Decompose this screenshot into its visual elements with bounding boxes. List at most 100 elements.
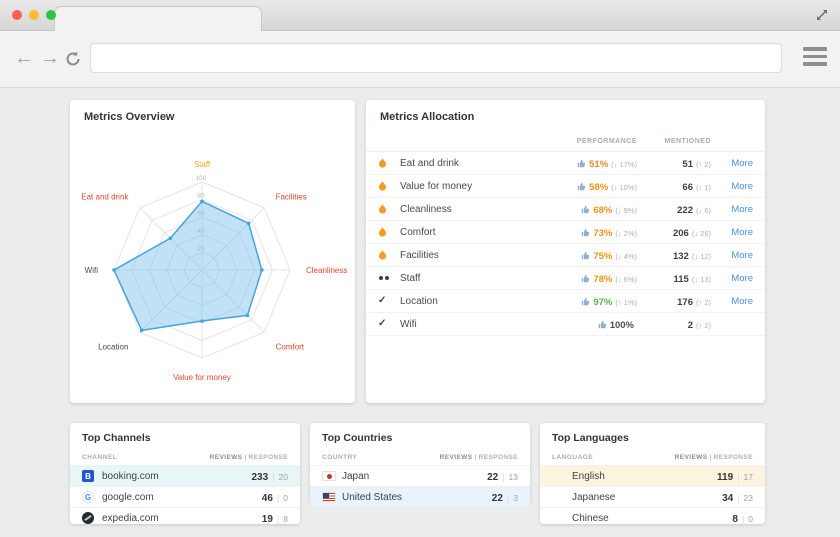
table-header: PERFORMANCE MENTIONED bbox=[366, 131, 765, 152]
traffic-lights bbox=[12, 10, 56, 20]
menu-bar bbox=[803, 54, 827, 58]
performance-cell: 78% (↓ 6%) bbox=[511, 269, 637, 287]
table-header: COUNTRY REVIEWS | RESPONSE bbox=[310, 449, 530, 465]
minimize-button[interactable] bbox=[29, 10, 39, 20]
metric-label: Location bbox=[400, 295, 438, 307]
top-languages-card: Top Languages LANGUAGE REVIEWS | RESPONSE … bbox=[540, 423, 765, 525]
card-title: Top Countries bbox=[322, 432, 393, 444]
more-link[interactable]: More bbox=[731, 157, 753, 169]
reviews-response-value: 19 | 8 bbox=[261, 514, 288, 525]
more-link[interactable]: More bbox=[731, 249, 753, 261]
value-for-money-icon bbox=[378, 181, 400, 191]
thumbs-up-icon bbox=[577, 159, 586, 168]
metric-row: Comfort 73% (↓ 2%) 206 (↓ 26) More bbox=[366, 221, 765, 244]
metric-label: Facilities bbox=[400, 249, 439, 261]
forward-button[interactable]: → bbox=[40, 47, 60, 69]
list-item[interactable]: G google.com 46 | 0 bbox=[70, 486, 300, 507]
performance-cell: 100% bbox=[511, 315, 637, 333]
svg-text:Staff: Staff bbox=[194, 160, 211, 169]
zoom-button[interactable] bbox=[46, 10, 56, 20]
mentioned-cell: 66 (↑ 1) bbox=[682, 182, 711, 193]
reviews-response-header: REVIEWS | RESPONSE bbox=[674, 453, 753, 461]
menu-button[interactable] bbox=[803, 47, 827, 70]
fullscreen-icon[interactable] bbox=[814, 7, 830, 23]
menu-bar bbox=[803, 47, 827, 51]
svg-text:Wifi: Wifi bbox=[85, 266, 99, 275]
performance-cell: 75% (↓ 4%) bbox=[511, 246, 637, 264]
close-button[interactable] bbox=[12, 10, 22, 20]
performance-column-header: PERFORMANCE bbox=[576, 137, 637, 145]
united-states-flag-icon bbox=[322, 492, 336, 502]
metric-row: ✓ Wifi 100% 2 (↑ 2) bbox=[366, 313, 765, 336]
metric-row: Staff 78% (↓ 6%) 115 (↓ 13) More bbox=[366, 267, 765, 290]
list-item[interactable]: expedia.com 19 | 8 bbox=[70, 507, 300, 528]
address-bar[interactable] bbox=[90, 43, 782, 73]
reviews-response-value: 8 | 0 bbox=[732, 514, 753, 525]
metrics-allocation-card: Metrics Allocation PERFORMANCE MENTIONED… bbox=[366, 100, 765, 403]
performance-cell: 68% (↓ 9%) bbox=[511, 200, 637, 218]
metric-row: Facilities 75% (↓ 4%) 132 (↓ 12) More bbox=[366, 244, 765, 267]
metric-label: Comfort bbox=[400, 226, 436, 238]
performance-cell: 58% (↓ 10%) bbox=[511, 177, 637, 195]
more-link[interactable]: More bbox=[731, 272, 753, 284]
metric-label: Cleanliness bbox=[400, 203, 452, 215]
list-item[interactable]: English 119 | 17 bbox=[540, 465, 765, 486]
refresh-icon[interactable] bbox=[64, 50, 82, 68]
top-countries-card: Top Countries COUNTRY REVIEWS | RESPONSE J… bbox=[310, 423, 530, 507]
card-title: Top Languages bbox=[552, 432, 629, 444]
eat-and-drink-icon bbox=[378, 158, 400, 168]
radar-chart: 20 40 60 80 100 Staff Facilities Cleanliness Com… bbox=[81, 160, 347, 382]
list-item[interactable]: Chinese 8 | 0 bbox=[540, 507, 765, 528]
location-check-icon: ✓ bbox=[378, 295, 387, 306]
reviews-response-header: REVIEWS | RESPONSE bbox=[209, 453, 288, 461]
list-item[interactable]: Japan 22 | 13 bbox=[310, 465, 530, 486]
mentioned-cell: 132 (↓ 12) bbox=[672, 251, 711, 262]
thumbs-up-icon bbox=[577, 182, 586, 191]
list-item[interactable]: B booking.com 233 | 20 bbox=[70, 465, 300, 486]
more-link[interactable]: More bbox=[731, 226, 753, 238]
metric-row: Value for money 58% (↓ 10%) 66 (↑ 1) More bbox=[366, 175, 765, 198]
thumbs-up-icon bbox=[582, 251, 590, 260]
browser-tab[interactable] bbox=[54, 6, 262, 32]
more-link[interactable]: More bbox=[731, 203, 753, 215]
comfort-icon bbox=[378, 227, 400, 237]
mentioned-cell: 206 (↓ 26) bbox=[672, 228, 711, 239]
japan-flag-icon bbox=[322, 471, 336, 481]
mentioned-cell: 51 (↑ 2) bbox=[682, 159, 711, 170]
language-column-header: LANGUAGE bbox=[552, 453, 594, 461]
performance-cell: 51% (↓ 17%) bbox=[511, 154, 637, 172]
browser-toolbar: ← → bbox=[0, 31, 840, 88]
metric-label: Value for money bbox=[400, 180, 473, 192]
back-button[interactable]: ← bbox=[14, 47, 34, 69]
metric-row: Cleanliness 68% (↓ 9%) 222 (↓ 6) More bbox=[366, 198, 765, 221]
top-channels-card: Top Channels CHANNEL REVIEWS | RESPONSE B … bbox=[70, 423, 300, 525]
mentioned-cell: 176 (↑ 2) bbox=[677, 297, 711, 308]
list-item[interactable]: Japanese 34 | 23 bbox=[540, 486, 765, 507]
card-title: Metrics Allocation bbox=[380, 111, 475, 123]
svg-text:40: 40 bbox=[197, 228, 205, 235]
menu-bar bbox=[803, 62, 827, 66]
reviews-response-value: 34 | 23 bbox=[722, 493, 753, 504]
more-link[interactable]: More bbox=[731, 295, 753, 307]
google-logo-icon: G bbox=[82, 491, 94, 503]
more-link[interactable]: More bbox=[731, 180, 753, 192]
list-item[interactable]: United States 22 | 3 bbox=[310, 486, 530, 507]
svg-text:100: 100 bbox=[196, 175, 207, 182]
reviews-response-value: 46 | 0 bbox=[261, 493, 288, 504]
svg-text:80: 80 bbox=[197, 193, 205, 200]
channel-column-header: CHANNEL bbox=[82, 453, 118, 461]
thumbs-up-icon bbox=[598, 320, 606, 329]
window-titlebar bbox=[0, 0, 840, 32]
thumbs-up-icon bbox=[582, 297, 590, 306]
booking-logo-icon: B bbox=[82, 470, 94, 482]
staff-icon bbox=[378, 276, 400, 280]
metric-row: Eat and drink 51% (↓ 17%) 51 (↑ 2) More bbox=[366, 152, 765, 175]
wifi-check-icon: ✓ bbox=[378, 318, 387, 329]
thumbs-up-icon bbox=[582, 228, 590, 237]
mentioned-cell: 2 (↑ 2) bbox=[687, 320, 711, 331]
country-column-header: COUNTRY bbox=[322, 453, 358, 461]
svg-text:Location: Location bbox=[98, 343, 128, 352]
reviews-response-value: 22 | 13 bbox=[487, 472, 518, 483]
svg-text:Facilities: Facilities bbox=[276, 192, 307, 201]
card-title: Top Channels bbox=[82, 432, 151, 444]
